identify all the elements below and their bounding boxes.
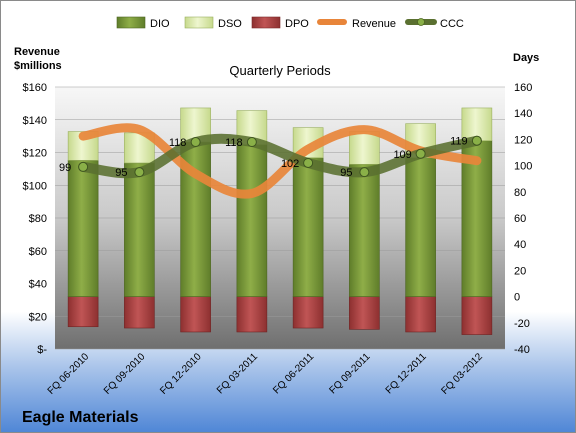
bar-dio <box>405 157 436 297</box>
bar-dpo <box>405 296 436 333</box>
ccc-line <box>78 133 482 179</box>
left-tick-label: $60 <box>29 246 47 258</box>
left-tick-label: $20 <box>29 311 47 323</box>
left-axis-ticks: $- $20 $40 $60 $80 $100 $120 $140 $160 <box>23 82 48 356</box>
right-tick-label: 160 <box>514 82 532 94</box>
right-tick-label: 140 <box>514 108 532 120</box>
lines-group <box>78 123 482 199</box>
svg-text:DPO: DPO <box>285 18 309 30</box>
legend: DIO DSO DPO Revenue CCC <box>116 16 464 30</box>
ccc-point <box>415 148 426 159</box>
ccc-data-label: 119 <box>450 136 468 148</box>
left-tick-label: $- <box>37 344 47 356</box>
chart-title: Quarterly Periods <box>229 63 331 78</box>
bar-dpo <box>67 296 99 328</box>
bar-dso <box>349 131 380 165</box>
bar-dpo <box>349 296 380 330</box>
left-tick-label: $80 <box>29 213 47 225</box>
left-tick-label: $100 <box>23 180 47 192</box>
left-tick-label: $120 <box>23 148 47 160</box>
company-name: Eagle Materials <box>22 409 139 426</box>
bar-dpo <box>461 296 493 335</box>
left-tick-label: $140 <box>23 115 47 127</box>
legend-item-dpo: DPO <box>251 16 309 30</box>
legend-item-ccc: CCC <box>405 18 464 30</box>
bar-dio <box>461 140 493 297</box>
ccc-point <box>134 167 145 178</box>
right-tick-label: 80 <box>514 187 526 199</box>
bar-dio <box>236 144 268 297</box>
svg-text:DSO: DSO <box>218 18 242 30</box>
legend-item-dio: DIO <box>116 16 170 30</box>
legend-item-revenue: Revenue <box>317 18 396 30</box>
ccc-point <box>190 137 201 148</box>
bar-dso <box>461 107 493 142</box>
right-tick-label: -40 <box>514 344 530 356</box>
ccc-point <box>471 135 482 146</box>
ccc-point <box>359 167 370 178</box>
left-axis-title-line1: Revenue <box>14 46 60 58</box>
ccc-data-label: 99 <box>59 162 71 174</box>
ccc-data-label: 95 <box>340 167 352 179</box>
right-tick-label: 40 <box>514 239 526 251</box>
bar-dpo <box>124 296 155 329</box>
bar-dio <box>349 163 380 297</box>
left-tick-label: $160 <box>23 82 47 94</box>
svg-text:DIO: DIO <box>150 18 170 30</box>
ccc-labels: 99 95 118 118 102 95 109 119 <box>59 136 468 179</box>
ccc-data-label: 95 <box>115 167 127 179</box>
ccc-point <box>303 157 314 168</box>
right-axis-ticks: -40 -20 0 20 40 60 80 100 120 140 160 <box>514 82 532 356</box>
svg-text:CCC: CCC <box>440 18 464 30</box>
right-tick-label: 20 <box>514 265 526 277</box>
bar-dpo <box>292 296 324 329</box>
left-axis-title-line2: $millions <box>14 60 62 72</box>
right-axis-title: Days <box>513 52 539 64</box>
bar-dpo <box>180 296 211 333</box>
bar-dpo <box>236 296 268 333</box>
right-tick-label: 60 <box>514 213 526 225</box>
revenue-line <box>78 123 482 199</box>
right-tick-label: 120 <box>514 134 532 146</box>
ccc-point <box>78 161 89 172</box>
legend-item-dso: DSO <box>184 16 242 30</box>
right-tick-label: 0 <box>514 292 520 304</box>
ccc-point <box>246 137 257 148</box>
bar-dio <box>124 162 155 297</box>
svg-text:Revenue: Revenue <box>352 18 396 30</box>
right-tick-label: 100 <box>514 161 532 173</box>
bar-dio <box>67 160 99 297</box>
ccc-data-label: 102 <box>281 158 299 170</box>
ccc-data-label: 109 <box>393 149 411 161</box>
ccc-data-label: 118 <box>225 137 243 149</box>
bar-dio <box>292 157 324 297</box>
ccc-data-label: 118 <box>169 137 187 149</box>
left-tick-label: $40 <box>29 279 47 291</box>
right-tick-label: -20 <box>514 318 530 330</box>
